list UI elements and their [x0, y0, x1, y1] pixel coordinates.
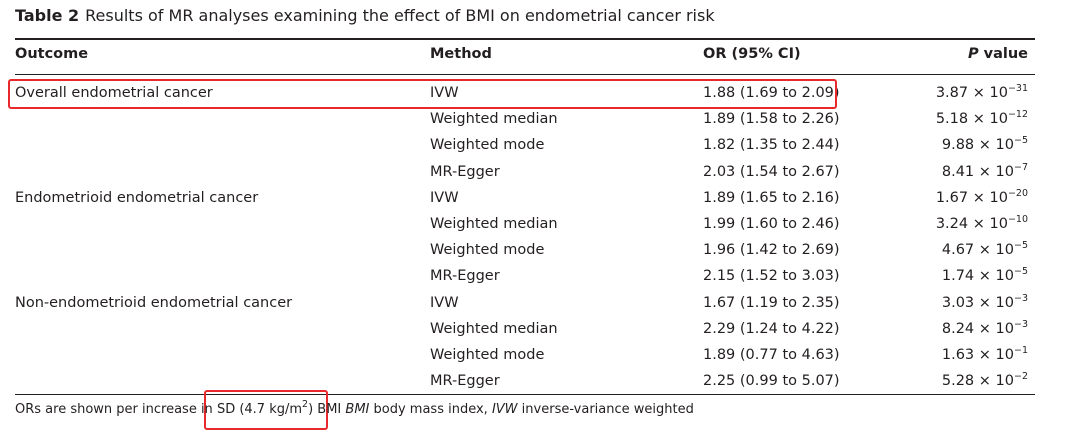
cell-p-value: 1.67 × 10−20 [935, 187, 1028, 207]
header-outcome: Outcome [15, 46, 89, 62]
cell-p-value: 5.18 × 10−12 [935, 109, 1028, 128]
cell-p-value: 1.63 × 10−1 [941, 345, 1028, 364]
header-or-ci: OR (95% CI) [703, 46, 801, 62]
cell-p-value: 3.03 × 10−3 [941, 292, 1028, 312]
footnote-part1: ORs are shown per increase in [15, 402, 217, 417]
footnote-ivw-def: inverse-variance weighted [517, 402, 694, 417]
cell-or-ci: 1.99 (1.60 to 2.46) [703, 216, 840, 232]
cell-p-value: 3.24 × 10−10 [935, 214, 1028, 233]
cell-p-value: 8.24 × 10−3 [941, 318, 1028, 338]
footnote-bmi-abbr: BMI [345, 402, 370, 417]
p-value-base: 1.67 × 10 [935, 189, 1008, 206]
header-method: Method [430, 46, 492, 62]
table-label: Table 2 [15, 6, 80, 25]
table-row: MR-Egger 2.03 (1.54 to 2.67) 8.41 × 10−7 [0, 159, 1080, 185]
table-row: Weighted mode 1.82 (1.35 to 2.44) 9.88 × 1… [0, 132, 1080, 158]
cell-method: IVW [430, 85, 459, 101]
header-rule [15, 74, 1035, 75]
p-value-exponent: −3 [1013, 318, 1028, 330]
p-value-base: 5.18 × 10 [935, 111, 1008, 128]
table-row: Non-endometrioid endometrial cancer IVW 1.… [0, 290, 1080, 316]
cell-or-ci: 1.89 (1.65 to 2.16) [703, 189, 840, 206]
footnote-sd-text: SD (4.7 kg/m [216, 402, 303, 417]
p-value-exponent: −2 [1013, 371, 1028, 383]
cell-method: MR-Egger [430, 373, 500, 390]
p-value-base: 1.63 × 10 [941, 347, 1014, 363]
footnote-ivw-abbr: IVW [491, 402, 518, 417]
table-row: MR-Egger 2.15 (1.52 to 3.03) 1.74 × 10−5 [0, 263, 1080, 289]
cell-or-ci: 1.96 (1.42 to 2.69) [703, 242, 840, 259]
p-value-exponent: −5 [1013, 135, 1028, 147]
p-value-base: 8.41 × 10 [941, 163, 1014, 180]
p-value-base: 3.87 × 10 [935, 85, 1008, 101]
table-row: Weighted median 2.29 (1.24 to 4.22) 8.24 ×… [0, 316, 1080, 342]
top-rule [15, 38, 1035, 40]
cell-p-value: 8.41 × 10−7 [941, 161, 1028, 181]
p-value-exponent: −3 [1013, 292, 1028, 304]
table-row: Weighted mode 1.89 (0.77 to 4.63) 1.63 × 1… [0, 342, 1080, 368]
p-value-exponent: −10 [1007, 214, 1028, 225]
cell-or-ci: 2.15 (1.52 to 3.03) [703, 268, 840, 285]
p-value-base: 5.28 × 10 [941, 373, 1014, 390]
table-title: Results of MR analyses examining the eff… [85, 6, 715, 25]
p-value-exponent: −31 [1007, 83, 1028, 94]
cell-p-value: 4.67 × 10−5 [941, 240, 1028, 259]
cell-method: IVW [430, 189, 459, 206]
cell-p-value: 9.88 × 10−5 [941, 135, 1028, 154]
cell-or-ci: 1.67 (1.19 to 2.35) [703, 294, 840, 311]
table-row: Weighted mode 1.96 (1.42 to 2.69) 4.67 × 1… [0, 237, 1080, 263]
p-value-base: 3.24 × 10 [935, 216, 1008, 232]
bottom-rule [15, 394, 1035, 395]
cell-method: MR-Egger [430, 268, 500, 285]
cell-p-value: 1.74 × 10−5 [941, 266, 1028, 285]
p-value-exponent: −1 [1013, 345, 1028, 356]
p-value-base: 3.03 × 10 [941, 294, 1014, 311]
cell-method: Weighted median [430, 111, 558, 128]
table-row: Endometrioid endometrial cancer IVW 1.89 (… [0, 185, 1080, 211]
cell-method: Weighted mode [430, 347, 545, 363]
cell-method: Weighted median [430, 320, 558, 337]
cell-p-value: 3.87 × 10−31 [935, 83, 1028, 102]
highlight-box-sd [204, 390, 328, 430]
p-value-exponent: −12 [1007, 109, 1028, 121]
cell-or-ci: 1.82 (1.35 to 2.44) [703, 137, 840, 154]
p-value-exponent: −7 [1013, 161, 1028, 173]
p-value-exponent: −20 [1007, 187, 1028, 199]
header-p-value: P value [968, 46, 1028, 62]
cell-outcome: Non-endometrioid endometrial cancer [15, 294, 293, 311]
p-value-base: 9.88 × 10 [941, 137, 1014, 154]
table-row: Weighted median 1.89 (1.58 to 2.26) 5.18 ×… [0, 106, 1080, 132]
table-caption: Table 2 Results of MR analyses examining … [15, 6, 715, 25]
cell-method: Weighted mode [430, 242, 545, 259]
table-row: Weighted median 1.99 (1.60 to 2.46) 3.24 ×… [0, 211, 1080, 237]
cell-or-ci: 1.89 (1.58 to 2.26) [703, 111, 840, 128]
cell-method: MR-Egger [430, 163, 500, 180]
cell-or-ci: 2.25 (0.99 to 5.07) [703, 373, 840, 390]
highlight-box-overall-ivw [8, 79, 837, 109]
table-row: Overall endometrial cancer IVW 1.88 (1.69 … [0, 80, 1080, 106]
p-value-base: 8.24 × 10 [941, 320, 1014, 337]
footnote-sd-end: ) BMI [308, 402, 342, 417]
footnote-sd: SD (4.7 kg/m2) BMI [216, 399, 342, 417]
cell-p-value: 5.28 × 10−2 [941, 371, 1028, 390]
cell-method: Weighted mode [430, 137, 545, 154]
footnote-bmi-def: body mass index, [369, 402, 492, 417]
table-footnote: ORs are shown per increase in SD (4.7 kg… [15, 399, 694, 417]
cell-method: IVW [430, 294, 459, 311]
header-p-rest: value [978, 46, 1028, 62]
cell-outcome: Overall endometrial cancer [15, 85, 213, 101]
cell-or-ci: 1.88 (1.69 to 2.09) [703, 85, 840, 101]
cell-or-ci: 2.03 (1.54 to 2.67) [703, 163, 840, 180]
p-value-exponent: −5 [1013, 266, 1028, 278]
cell-outcome: Endometrioid endometrial cancer [15, 189, 259, 206]
p-value-base: 1.74 × 10 [941, 268, 1014, 285]
p-value-exponent: −5 [1013, 240, 1028, 252]
cell-or-ci: 2.29 (1.24 to 4.22) [703, 320, 840, 337]
table-row: MR-Egger 2.25 (0.99 to 5.07) 5.28 × 10−2 [0, 368, 1080, 394]
p-value-base: 4.67 × 10 [941, 242, 1014, 259]
footnote-sd-sup: 2 [302, 399, 309, 410]
cell-method: Weighted median [430, 216, 558, 232]
cell-or-ci: 1.89 (0.77 to 4.63) [703, 347, 840, 363]
header-p-italic: P [967, 46, 979, 62]
